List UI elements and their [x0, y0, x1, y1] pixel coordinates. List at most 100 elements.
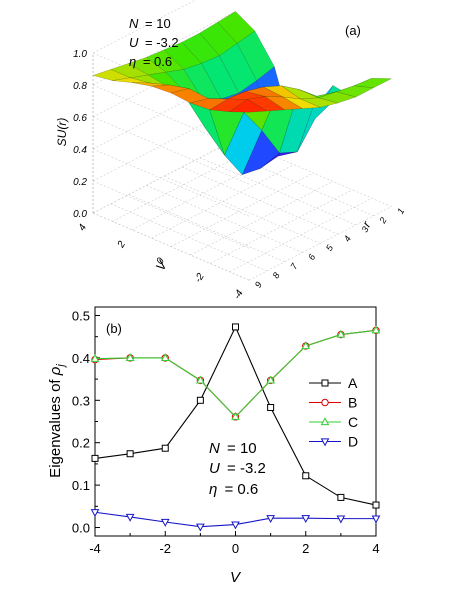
z-tick-label: 1.0 [73, 49, 87, 60]
svg-text:U = -3.2: U = -3.2 [209, 460, 266, 477]
data-point [126, 450, 134, 458]
x-tick-label: 4 [372, 541, 379, 556]
legend-item-c: C [309, 414, 358, 430]
wall-grid-line [92, 0, 197, 54]
legend-label: A [348, 375, 358, 391]
panel-a-label: (a) [345, 23, 361, 38]
data-point [301, 341, 311, 350]
param-eta-name: η [129, 54, 136, 69]
legend-swatch-marker [320, 438, 330, 447]
data-point [231, 521, 240, 530]
data-point [161, 444, 169, 452]
data-point [336, 329, 346, 338]
wall-grid-line [92, 139, 236, 214]
panel-a-r-axis-label: r [359, 218, 374, 229]
data-point [371, 325, 381, 334]
panel-b-line-chart: -4 -2 0 2 4 0.0 0.1 0.2 0.3 0.4 0.5 (b) V Eigenva… [47, 306, 381, 586]
data-point [196, 375, 205, 384]
legend-item-b: B [309, 395, 357, 411]
floor-grid-line [209, 189, 353, 264]
y-tick-label: 0.0 [72, 521, 90, 536]
x-axis-ticks: -4 -2 0 2 4 [89, 531, 380, 556]
data-point [232, 323, 239, 331]
data-point [267, 404, 275, 412]
legend-label: B [348, 395, 357, 411]
data-point [90, 353, 100, 362]
y-tick-label: 0.2 [72, 436, 90, 451]
data-point [302, 472, 310, 480]
svg-text:N = 10: N = 10 [129, 16, 171, 31]
data-point [266, 375, 275, 384]
wall-grid-line [92, 11, 236, 86]
panel-a-params: N = 10 U = -3.2 η = 0.6 [129, 16, 179, 69]
series-line-c [94, 329, 377, 418]
floor-grid-line [190, 181, 334, 256]
data-point [372, 501, 380, 509]
y-tick-label: 0.3 [72, 393, 90, 408]
floor-grid-line [229, 197, 373, 273]
legend-swatch-marker [321, 379, 329, 387]
data-point [371, 515, 381, 524]
data-point [91, 454, 99, 462]
y-axis-label: Eigenvalues of ρj [47, 364, 67, 478]
data-point [266, 515, 275, 524]
panel-a-surface [92, 11, 392, 175]
wall-grid-line [92, 148, 250, 217]
z-tick-label: 0.4 [73, 145, 87, 156]
y-axis-ticks: 0.0 0.1 0.2 0.3 0.4 0.5 [72, 308, 100, 536]
legend-label: C [348, 414, 358, 430]
series-line-b [94, 329, 377, 418]
r-tick-label: 6 [306, 252, 317, 261]
y-tick-label: 0.5 [72, 308, 90, 323]
r-tick-label: 4 [342, 234, 353, 243]
data-point [301, 515, 311, 524]
v-tick-label: 2 [115, 239, 128, 251]
x-tick-label: -2 [159, 541, 171, 556]
r-tick-label: 5 [324, 242, 336, 252]
surface-cell [282, 96, 321, 109]
param-eta-name: η [209, 481, 217, 498]
svg-text:η = 0.6: η = 0.6 [209, 481, 258, 498]
x-tick-label: -4 [89, 541, 101, 556]
x-axis-label: V [230, 569, 242, 586]
data-point [125, 513, 135, 522]
data-point [337, 493, 345, 501]
z-tick-label: 0.0 [73, 209, 87, 220]
series-group [90, 323, 381, 532]
series-c [90, 325, 381, 420]
z-tick-label: 0.6 [73, 113, 87, 124]
legend-swatch-marker [321, 398, 329, 407]
data-point [125, 353, 135, 361]
surface-cell [300, 97, 339, 108]
r-tick-label: 7 [288, 261, 300, 271]
data-point [160, 518, 170, 527]
x-tick-label: 2 [302, 541, 309, 556]
y-tick-label: 0.4 [72, 351, 90, 366]
floor-grid-line [248, 206, 392, 281]
data-point [90, 509, 100, 518]
data-point [160, 353, 170, 361]
legend-item-d: D [309, 434, 358, 450]
r-tick-label: 2 [377, 216, 389, 226]
wall-grid-line [92, 212, 250, 281]
wall-grid-line [92, 116, 250, 185]
series-b [91, 326, 380, 421]
data-point [231, 411, 240, 420]
v-tick-label: -4 [232, 288, 246, 302]
param-u-value: = -3.2 [145, 35, 179, 50]
legend-item-a: A [309, 375, 358, 391]
series-a [91, 323, 380, 509]
param-n-value: = 10 [227, 440, 257, 457]
v-tick-label: 4 [77, 222, 90, 233]
floor-grid-line [151, 164, 295, 239]
panel-b-params: N = 10 U = -3.2 η = 0.6 [209, 440, 266, 498]
panel-a-z-axis-label: SU(r) [55, 118, 69, 147]
r-tick-label: 3 [360, 225, 371, 234]
z-tick-label: 0.8 [73, 81, 87, 92]
param-eta-value: = 0.6 [143, 54, 172, 69]
series-d [90, 509, 381, 532]
